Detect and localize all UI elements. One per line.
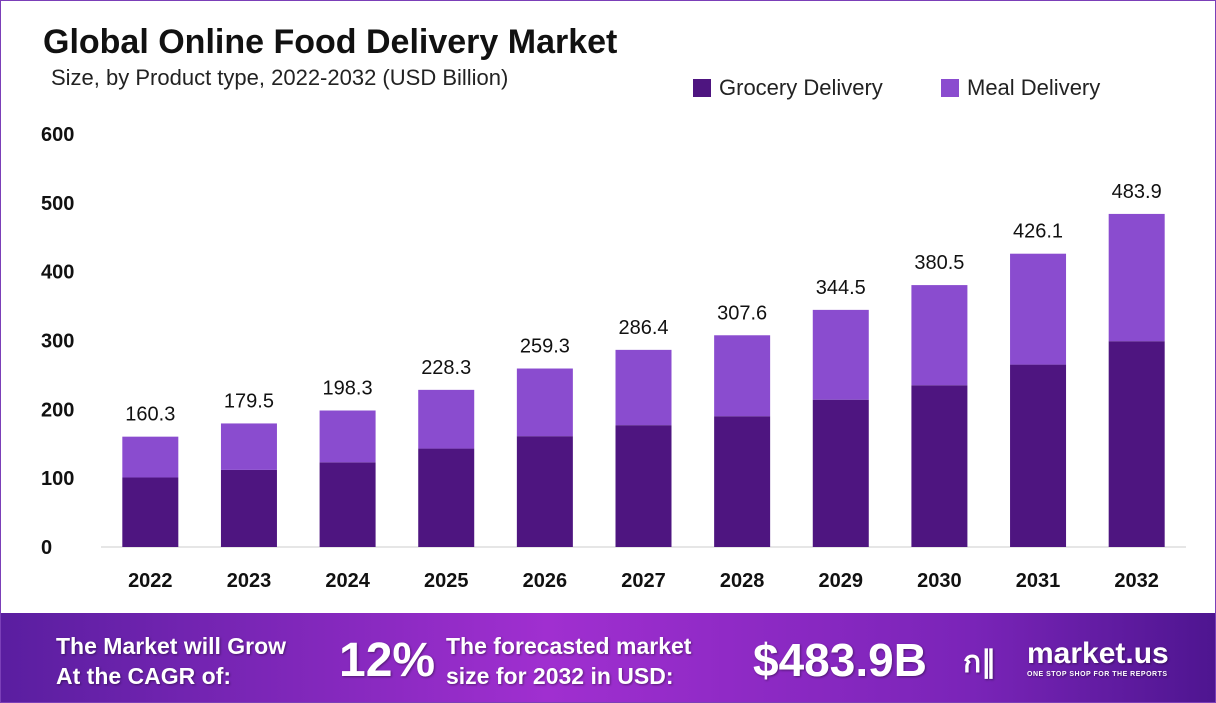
- total-label: 483.9: [1112, 181, 1162, 203]
- x-tick-label: 2025: [424, 570, 469, 592]
- legend-meal: Meal Delivery: [941, 75, 1100, 101]
- footer-banner: The Market will Grow At the CAGR of: 12% …: [1, 613, 1215, 702]
- total-label: 426.1: [1013, 221, 1063, 243]
- brand-name: market.us: [1027, 637, 1169, 670]
- chart-title: Global Online Food Delivery Market: [43, 23, 618, 61]
- bar-grocery-2031: [1010, 364, 1067, 547]
- bar-meal-2031: [1010, 253, 1067, 365]
- y-tick-label: 500: [41, 193, 74, 215]
- bar-grocery-2030: [911, 385, 968, 547]
- bar-grocery-2026: [516, 436, 573, 547]
- brand-logo-icon: ก∥: [963, 646, 997, 679]
- bar-meal-2027: [615, 349, 672, 426]
- bar-meal-2024: [319, 410, 376, 463]
- bar-meal-2025: [418, 389, 475, 449]
- plot-area: 0 100 200 300 400 500 600 160.3 2022 179.5 2023 198…: [41, 124, 1186, 592]
- bar-grocery-2028: [714, 416, 771, 547]
- x-tick-label: 2030: [917, 570, 962, 592]
- x-tick-label: 2028: [720, 570, 765, 592]
- legend-swatch: [941, 79, 959, 97]
- total-label: 307.6: [717, 302, 767, 324]
- bar-grocery-2023: [220, 469, 277, 547]
- y-tick-label: 200: [41, 399, 74, 421]
- total-label: 259.3: [520, 336, 570, 358]
- legend-label: Meal Delivery: [967, 75, 1101, 100]
- legend-label: Grocery Delivery: [719, 75, 883, 100]
- bar-grocery-2027: [615, 425, 672, 547]
- bar-meal-2028: [714, 335, 771, 417]
- y-tick-label: 100: [41, 468, 74, 490]
- total-label: 198.3: [323, 378, 373, 400]
- x-tick-label: 2024: [325, 570, 370, 592]
- bar-meal-2032: [1108, 213, 1165, 342]
- x-tick-label: 2027: [621, 570, 666, 592]
- y-tick-label: 0: [41, 537, 52, 559]
- cagr-value: 12%: [339, 634, 436, 687]
- legend-grocery: Grocery Delivery: [693, 75, 883, 101]
- forecast-label: The forecasted market size for 2032 in US…: [446, 633, 692, 689]
- bar-grocery-2025: [418, 448, 475, 547]
- brand-tagline: ONE STOP SHOP FOR THE REPORTS: [1027, 671, 1168, 678]
- bar-grocery-2029: [812, 399, 869, 547]
- x-tick-label: 2026: [523, 570, 568, 592]
- y-tick-label: 300: [41, 331, 74, 353]
- total-label: 286.4: [618, 317, 668, 339]
- bar-grocery-2024: [319, 462, 376, 547]
- y-tick-label: 600: [41, 124, 74, 146]
- total-label: 344.5: [816, 277, 866, 299]
- x-tick-label: 2031: [1016, 570, 1061, 592]
- total-label: 179.5: [224, 390, 274, 412]
- x-tick-label: 2023: [227, 570, 272, 592]
- bar-grocery-2022: [122, 477, 179, 547]
- legend-swatch: [693, 79, 711, 97]
- cagr-label: The Market will Grow At the CAGR of:: [56, 633, 287, 689]
- x-tick-label: 2022: [128, 570, 173, 592]
- bar-meal-2029: [812, 309, 869, 400]
- bar-meal-2030: [911, 285, 968, 386]
- bar-meal-2023: [220, 423, 277, 470]
- x-tick-label: 2029: [819, 570, 864, 592]
- total-label: 160.3: [125, 404, 175, 426]
- total-label: 228.3: [421, 357, 471, 379]
- bar-meal-2026: [516, 368, 573, 437]
- total-label: 380.5: [914, 252, 964, 274]
- chart-subtitle: Size, by Product type, 2022-2032 (USD Bi…: [51, 65, 509, 90]
- forecast-value: $483.9B: [753, 634, 927, 686]
- y-tick-label: 400: [41, 262, 74, 284]
- x-tick-label: 2032: [1114, 570, 1159, 592]
- bar-meal-2022: [122, 436, 179, 478]
- bar-grocery-2032: [1108, 341, 1165, 547]
